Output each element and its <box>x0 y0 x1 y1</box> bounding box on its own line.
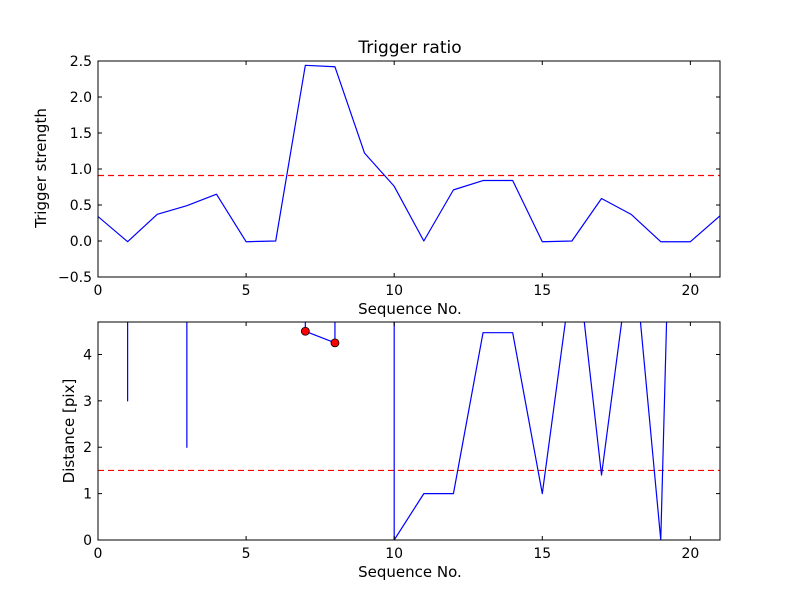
x-tick-label: 15 <box>533 546 551 562</box>
y-tick-label: 4 <box>83 347 92 363</box>
y-axis-label: Trigger strength <box>32 108 50 229</box>
x-tick-label: 20 <box>681 283 699 299</box>
x-axis-ticks: 0 5 10 15 20 <box>94 322 699 562</box>
y-tick-label: 3 <box>83 394 92 410</box>
x-tick-label: 10 <box>385 283 403 299</box>
series-line <box>127 322 668 540</box>
plot-area <box>97 321 721 541</box>
y-tick-label: 1 <box>83 487 92 503</box>
x-tick-label: 15 <box>533 283 551 299</box>
y-tick-label: 2.5 <box>70 54 92 70</box>
x-tick-label: 20 <box>681 546 699 562</box>
x-tick-label: 0 <box>94 283 103 299</box>
plot-frame <box>97 321 721 541</box>
clipped-plot <box>98 64 720 243</box>
y-tick-label: 0 <box>83 533 92 549</box>
y-tick-label: 1.0 <box>70 162 92 178</box>
data-point-marker <box>300 326 310 336</box>
x-axis-label: Sequence No. <box>358 300 462 318</box>
y-tick-label: 1.5 <box>70 126 92 142</box>
x-axis-ticks: 0 5 10 15 20 <box>94 61 699 299</box>
chart-title: Trigger ratio <box>357 38 461 58</box>
y-axis-ticks: −0.5 0.0 0.5 1.0 1.5 2.0 2.5 <box>58 54 720 286</box>
y-axis-label: Distance [pix] <box>60 379 78 484</box>
data-point-marker <box>330 338 340 348</box>
series-line <box>98 64 720 243</box>
y-tick-label: 2 <box>83 440 92 456</box>
y-tick-label: 2.0 <box>70 90 92 106</box>
clipped-plot <box>98 322 720 540</box>
x-tick-label: 10 <box>385 546 403 562</box>
trigger-ratio-chart: Trigger ratio −0.5 0.0 0.5 1.0 1.5 2.0 2.5 0 5 1… <box>32 38 721 318</box>
y-tick-label: 0.0 <box>70 234 92 250</box>
distance-chart: 0 1 2 3 4 0 5 10 15 20 Sequence No. Distance [pi… <box>60 321 721 581</box>
x-tick-label: 5 <box>242 283 251 299</box>
y-tick-label: 0.5 <box>70 198 92 214</box>
x-tick-label: 0 <box>94 546 103 562</box>
x-tick-label: 5 <box>242 546 251 562</box>
y-tick-label: −0.5 <box>58 270 92 286</box>
x-axis-label: Sequence No. <box>358 563 462 581</box>
y-axis-ticks: 0 1 2 3 4 <box>83 347 720 549</box>
